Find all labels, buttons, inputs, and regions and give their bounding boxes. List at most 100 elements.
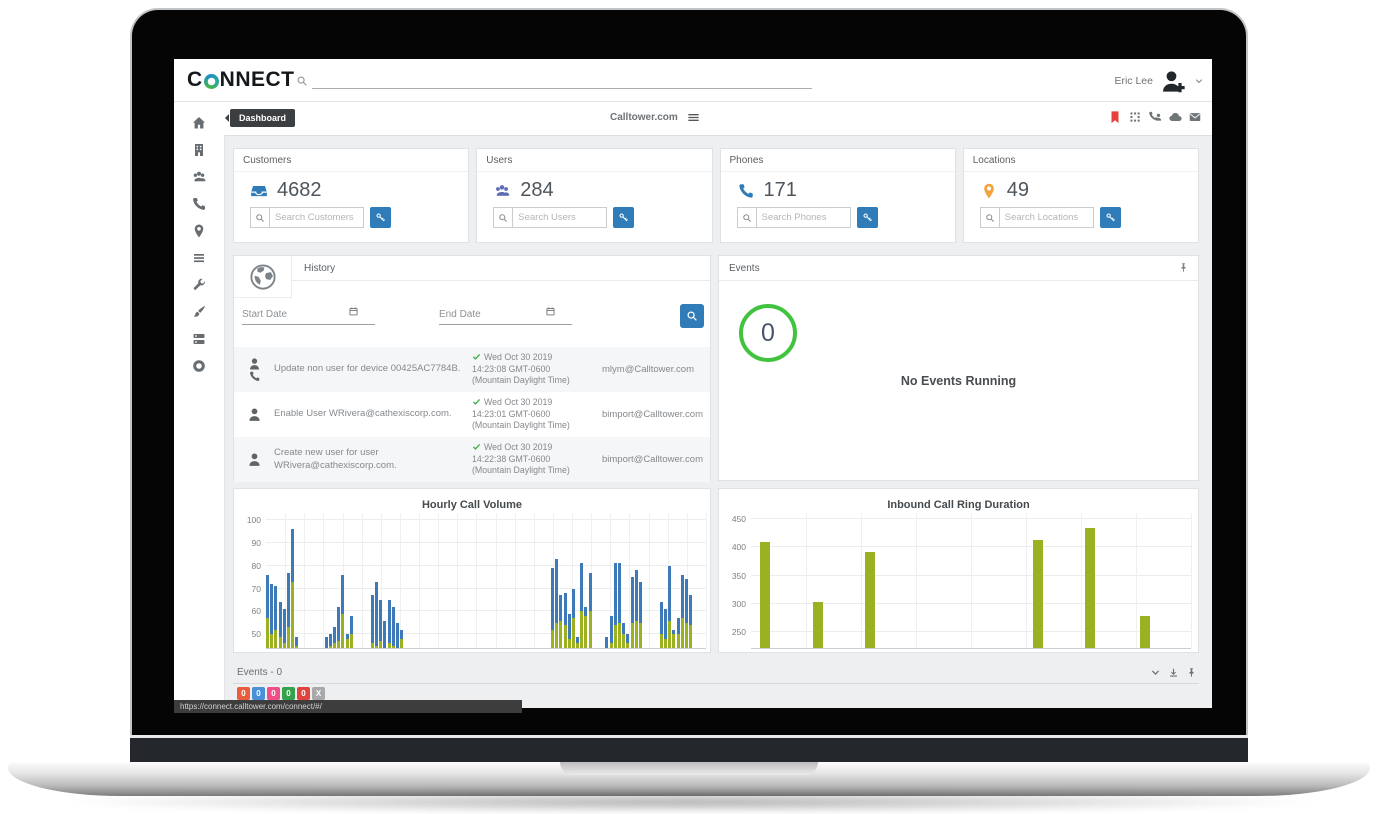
bar-total (634, 570, 638, 648)
download-icon[interactable] (1168, 667, 1179, 678)
dashboard-tooltip: Dashboard (224, 109, 296, 127)
check-icon (472, 352, 481, 361)
record-icon (191, 358, 207, 374)
stat-card-title: Locations (963, 149, 1198, 172)
history-entry-timestamp: Wed Oct 30 2019 14:23:01 GMT-0600 (Mountai… (472, 397, 570, 431)
gridline (266, 610, 706, 612)
check-icon (472, 397, 481, 406)
bar-total (580, 563, 584, 648)
event-counter-button[interactable]: 0 (282, 687, 295, 700)
sidebar-item-directory[interactable] (174, 136, 224, 163)
bar-total (370, 595, 374, 648)
stat-card-title: Phones (720, 149, 955, 172)
gridline (629, 513, 631, 648)
users-icon (493, 182, 511, 200)
org-selector[interactable]: Calltower.com (610, 110, 701, 125)
sidebar-item-status[interactable] (174, 352, 224, 379)
event-counter-button[interactable]: 0 (252, 687, 265, 700)
card-search-input[interactable] (755, 207, 851, 228)
sidebar-item-phones[interactable] (174, 190, 224, 217)
laptop-screen-bezel: C NNECT Eric Lee Dashboard Calltower.com (130, 8, 1248, 735)
grid-icon[interactable] (1128, 110, 1142, 124)
y-tick-label: 90 (251, 537, 261, 548)
y-tick-label: 250 (731, 627, 746, 638)
history-entry: Enable User WRivera@cathexiscorp.com. We… (234, 392, 710, 437)
bar-total (668, 565, 672, 648)
phone-user-icon[interactable] (1148, 110, 1162, 124)
start-date-input[interactable] (242, 305, 375, 325)
card-search-input[interactable] (512, 207, 608, 228)
event-counter-button[interactable]: 0 (267, 687, 280, 700)
event-counter-button[interactable]: 0 (237, 687, 250, 700)
card-search-input[interactable] (269, 207, 364, 228)
y-axis-labels: 50 60 70 80 90 100 (234, 513, 264, 649)
bar-answered (379, 641, 383, 648)
events-message: No Events Running (900, 374, 1017, 388)
key-icon (618, 212, 629, 223)
stat-value: 284 (520, 179, 554, 201)
gridline (266, 518, 706, 520)
calendar-icon[interactable] (348, 306, 359, 317)
toolbar-icons (1108, 110, 1202, 124)
card-search-input[interactable] (998, 207, 1094, 228)
mail-icon[interactable] (1188, 110, 1202, 124)
history-entry-text: Update non user for device 00425AC7784B. (274, 363, 461, 375)
bar-total (395, 622, 399, 648)
card-search-button[interactable] (613, 207, 635, 228)
bar-total (333, 627, 337, 648)
hamburger-menu-icon[interactable] (686, 110, 701, 125)
search-icon (296, 75, 308, 87)
calendar-icon[interactable] (545, 306, 556, 317)
end-date-input[interactable] (439, 305, 572, 325)
bar-answered (278, 636, 282, 648)
sidebar-item-tools[interactable] (174, 271, 224, 298)
bookmark-icon[interactable] (1108, 110, 1122, 124)
gridline (438, 513, 440, 648)
bar-answered (664, 638, 668, 648)
search-icon (686, 310, 698, 322)
counter-close-button[interactable]: X (312, 687, 325, 700)
sidebar-item-locations[interactable] (174, 217, 224, 244)
laptop-base (8, 762, 1370, 796)
card-search-button[interactable] (370, 207, 391, 228)
toolbar: Dashboard Calltower.com (174, 102, 1212, 135)
card-search-button[interactable] (1099, 207, 1121, 228)
search-addon (250, 207, 269, 228)
event-counter-button[interactable]: 0 (297, 687, 310, 700)
sidebar-item-lists[interactable] (174, 244, 224, 271)
gridline (476, 513, 478, 648)
gridline (304, 513, 306, 648)
global-search-input[interactable] (312, 69, 812, 89)
gridline (1136, 513, 1137, 648)
key-icon (862, 212, 873, 223)
pushpin-icon[interactable] (1178, 262, 1189, 273)
card-search-group (736, 207, 955, 228)
bar-answered (584, 615, 588, 648)
sidebar-item-servers[interactable] (174, 325, 224, 352)
sidebar-item-dashboard[interactable] (174, 109, 224, 136)
bar-total (567, 613, 571, 648)
y-tick-label: 80 (251, 560, 261, 571)
sidebar-item-customize[interactable] (174, 298, 224, 325)
chevron-down-icon[interactable] (1150, 667, 1161, 678)
y-axis-labels: 250 300 350 400 450 (719, 513, 749, 649)
events-collapse-bar: Events - 0 (233, 662, 1199, 684)
events-bar-label: Events - 0 (237, 667, 283, 678)
history-entry: Create new user for user WRivera@cathexi… (234, 437, 710, 482)
gridline (591, 513, 593, 648)
stat-value-row: 284 (493, 179, 711, 202)
cloud-icon[interactable] (1168, 110, 1182, 124)
events-title: Events (729, 263, 760, 274)
user-menu[interactable]: Eric Lee (1114, 63, 1204, 99)
history-search-button[interactable] (680, 304, 704, 328)
logo-o-mark (203, 73, 219, 89)
card-search-button[interactable] (856, 207, 878, 228)
history-entry-user: bimport@Calltower.com (602, 409, 703, 420)
laptop-notch (560, 762, 818, 775)
sidebar-item-users[interactable] (174, 163, 224, 190)
y-tick-label: 50 (251, 629, 261, 640)
bar-total (383, 620, 387, 648)
pushpin-icon[interactable] (1186, 667, 1197, 678)
bar-answered (576, 643, 580, 648)
